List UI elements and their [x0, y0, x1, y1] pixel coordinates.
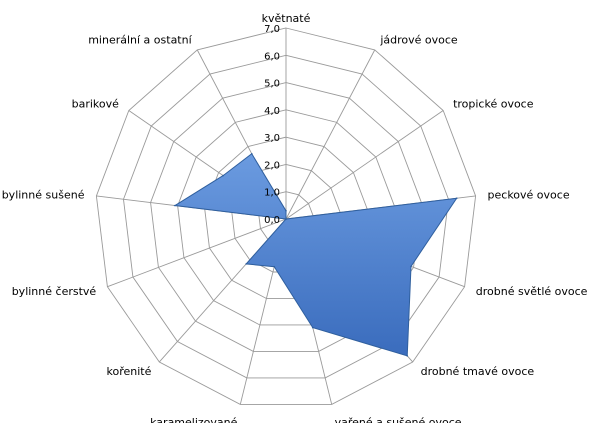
axis-spoke [285, 49, 376, 220]
grid-ring [150, 82, 422, 352]
grid-ring [123, 54, 449, 379]
radial-tick-label: 3,0 [264, 133, 280, 144]
category-label: peckové ovoce [488, 189, 570, 202]
axis-spoke [285, 110, 444, 220]
data-point [410, 265, 412, 268]
radial-tick-label: 1,0 [264, 188, 280, 199]
category-label: květnaté [262, 12, 311, 25]
data-point [245, 263, 247, 265]
radial-tick-labels: 0,0 1,0 2,0 3,0 4,0 5,0 6,0 7,0 [264, 24, 280, 226]
category-label: kořenité [107, 365, 152, 378]
category-label: vařené a sušené ovoce [335, 416, 462, 423]
radial-tick-label: 7,0 [264, 24, 280, 35]
data-point [311, 326, 314, 329]
data-point [273, 265, 276, 268]
data-point [406, 355, 409, 357]
category-label: bylinné sušené [2, 189, 85, 202]
radial-tick-label: 0,0 [264, 215, 280, 226]
radial-tick-label: 2,0 [264, 160, 280, 171]
data-point [174, 204, 176, 207]
category-label: bylinné čerstvé [12, 285, 97, 298]
grid-ring [177, 109, 395, 326]
radial-tick-label: 5,0 [264, 79, 280, 90]
category-label: barikové [72, 98, 120, 111]
category-label: karamelizované [150, 416, 238, 423]
data-point [455, 197, 458, 200]
data-point [250, 152, 253, 155]
radial-tick-label: 6,0 [264, 51, 280, 62]
radial-tick-label: 4,0 [264, 106, 280, 117]
category-label: jádrové ovoce [379, 33, 458, 46]
category-label: minerální a ostatní [88, 33, 192, 46]
grid-ring [95, 27, 477, 405]
radar-series-layer [173, 152, 458, 357]
category-label: tropické ovoce [453, 98, 534, 111]
data-point [285, 218, 287, 220]
category-labels: květnaté jádrové ovoce tropické ovoce pecko… [2, 12, 588, 427]
category-label: drobné světlé ovoce [476, 285, 588, 298]
category-label: drobné tmavé ovoce [421, 365, 535, 378]
grid-ring [204, 136, 368, 299]
axis-spoke [107, 218, 287, 288]
data-point [222, 174, 224, 177]
data-point [285, 210, 287, 212]
